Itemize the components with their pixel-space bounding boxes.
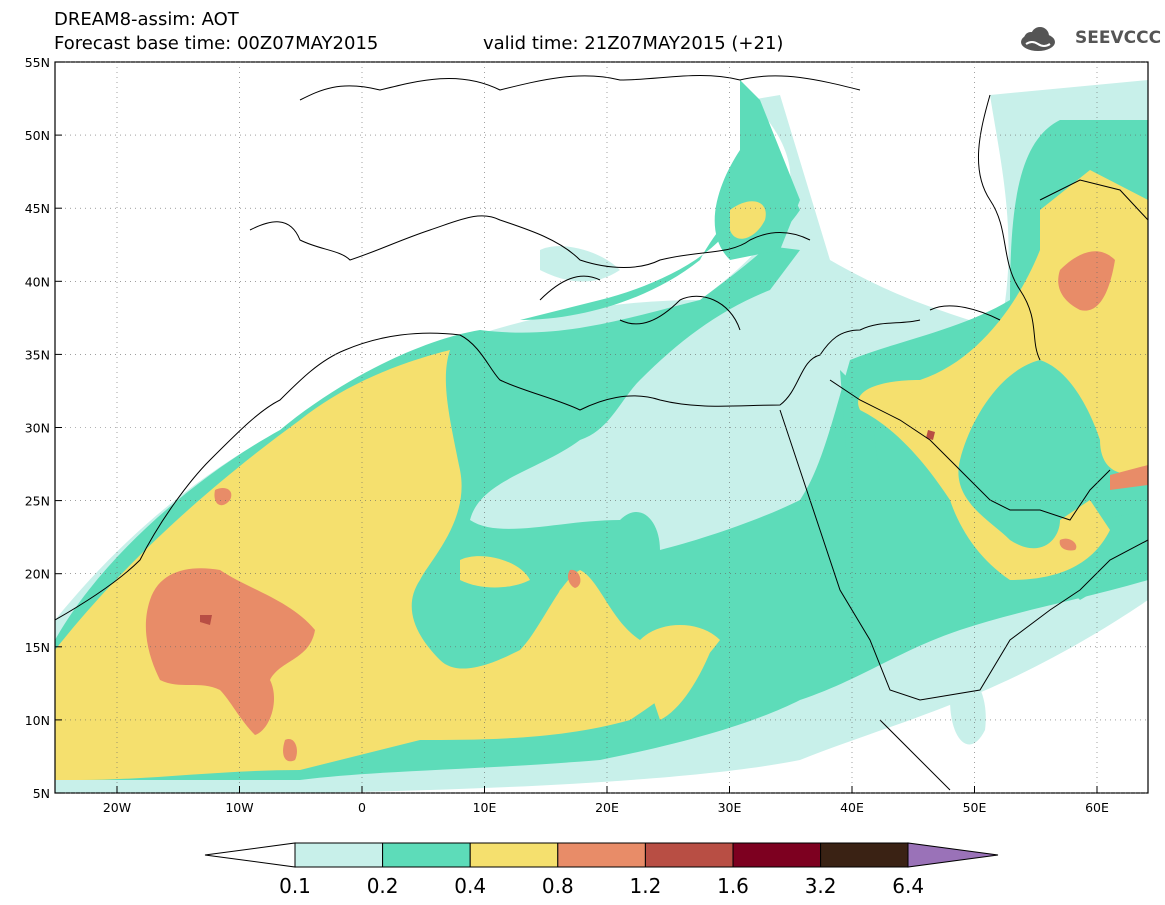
valid-time: valid time: 21Z07MAY2015 (+21) (483, 33, 784, 54)
colorbar-high-triangle (907, 842, 999, 868)
aot-field (55, 80, 1148, 793)
colorbar-swatch (820, 842, 909, 868)
lon-label: 20E (595, 800, 619, 815)
lat-label: 35N (25, 347, 50, 362)
cloud-logo-icon (1021, 27, 1055, 51)
lat-label: 55N (25, 55, 50, 70)
lat-label: 20N (25, 567, 50, 582)
lon-label: 10W (225, 800, 253, 815)
colorbar-label: 6.4 (892, 874, 924, 898)
lat-label: 45N (25, 201, 50, 216)
colorbar-label: 1.2 (629, 874, 661, 898)
lon-label: 20W (103, 800, 131, 815)
lat-label: 10N (25, 713, 50, 728)
lon-label: 30E (718, 800, 742, 815)
colorbar-swatch (557, 842, 646, 868)
colorbar-label: 0.1 (279, 874, 311, 898)
map-title: DREAM8-assim: AOT (54, 9, 239, 30)
colorbar-label: 0.8 (542, 874, 574, 898)
colorbar-swatch (644, 842, 734, 868)
lon-label: 60E (1085, 800, 1109, 815)
lat-label: 50N (25, 128, 50, 143)
colorbar-swatch (732, 842, 822, 868)
lon-label: 40E (840, 800, 864, 815)
lat-label: 15N (25, 640, 50, 655)
lon-label: 50E (963, 800, 987, 815)
forecast-base-time: Forecast base time: 00Z07MAY2015 (54, 33, 379, 54)
colorbar-label: 0.4 (454, 874, 486, 898)
colorbar-swatch (294, 842, 384, 868)
colorbar-low-triangle (204, 842, 296, 868)
colorbar-swatch (382, 842, 471, 868)
lat-label: 40N (25, 274, 50, 289)
lat-label: 25N (25, 494, 50, 509)
longitude-labels: 20W 10W 0 10E 20E 30E 40E 50E 60E (103, 800, 1109, 815)
coastlines (55, 75, 1148, 791)
latitude-labels: 55N 50N 45N 40N 35N 30N 25N 20N 15N 10N 5N (25, 55, 50, 801)
colorbar-swatch (469, 842, 559, 868)
logo-text: SEEVCCC (1075, 28, 1162, 48)
colorbar-label: 3.2 (805, 874, 837, 898)
colorbar-label: 1.6 (717, 874, 749, 898)
colorbar-label: 0.2 (367, 874, 399, 898)
colorbar: 0.1 0.2 0.4 0.8 1.2 1.6 3.2 6.4 (204, 842, 999, 898)
lat-label: 30N (25, 421, 50, 436)
lat-label: 5N (33, 786, 50, 801)
lon-label: 10E (473, 800, 497, 815)
gridlines (55, 61, 1148, 794)
lon-label: 0 (358, 800, 366, 815)
